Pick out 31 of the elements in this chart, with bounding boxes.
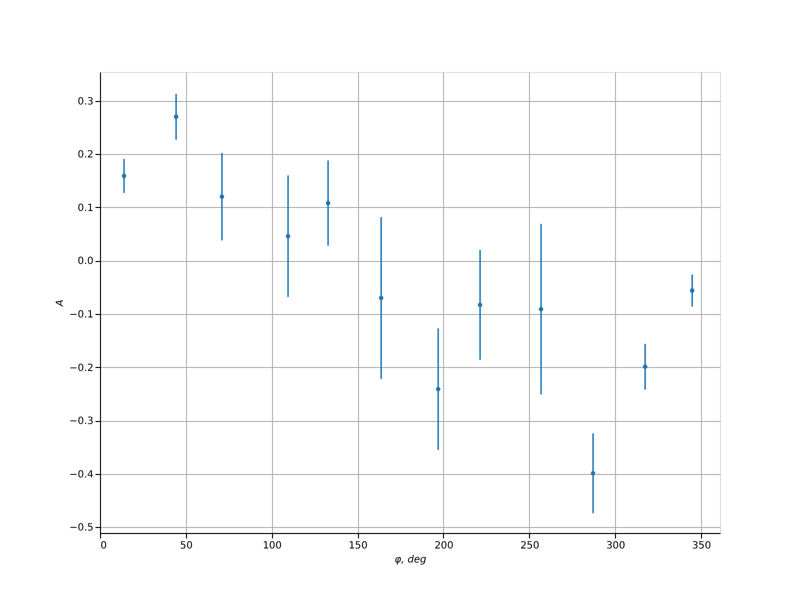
point [174, 114, 178, 119]
point [122, 174, 126, 178]
point [538, 306, 544, 312]
point [642, 364, 648, 369]
x-tick-label: 0 [100, 540, 107, 552]
y-tick-label: 0.3 [78, 96, 94, 108]
y-tick-label: 0.1 [78, 202, 94, 214]
y-tick-label: 0.2 [78, 150, 94, 161]
x-tick-label: 250 [520, 540, 540, 552]
point [478, 302, 482, 308]
point [326, 200, 330, 206]
point [378, 296, 384, 300]
y-tick-label: −0.2 [69, 362, 94, 374]
x-tick-label: 200 [434, 540, 454, 552]
y-tick-label: 0.0 [78, 256, 94, 268]
point [436, 386, 440, 392]
x-tick-label: 150 [348, 540, 368, 552]
x-tick-label: 350 [692, 540, 712, 552]
y-tick-label: −0.3 [69, 416, 94, 428]
x-tick-label: 100 [262, 540, 282, 552]
point [286, 234, 290, 238]
y-tick-label: −0.4 [69, 469, 94, 480]
y-axis-title: A [55, 299, 66, 308]
point [590, 471, 596, 476]
x-tick-label: 300 [606, 540, 626, 552]
point [690, 288, 694, 293]
y-tick-label: −0.1 [69, 309, 94, 320]
x-axis-title: φ, deg [394, 554, 426, 566]
y-tick-label: −0.5 [69, 522, 94, 534]
point [220, 194, 224, 199]
x-tick-label: 50 [180, 540, 193, 552]
